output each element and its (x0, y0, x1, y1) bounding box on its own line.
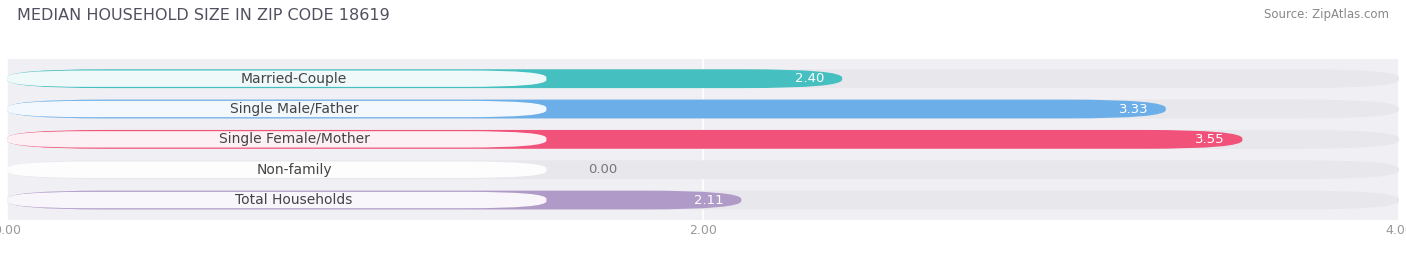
Text: Non-family: Non-family (256, 163, 332, 177)
Text: 3.55: 3.55 (1195, 133, 1225, 146)
FancyBboxPatch shape (7, 191, 1399, 210)
FancyBboxPatch shape (7, 162, 547, 178)
FancyBboxPatch shape (7, 101, 547, 117)
Text: MEDIAN HOUSEHOLD SIZE IN ZIP CODE 18619: MEDIAN HOUSEHOLD SIZE IN ZIP CODE 18619 (17, 8, 389, 23)
FancyBboxPatch shape (7, 100, 1166, 118)
Text: Married-Couple: Married-Couple (240, 72, 347, 86)
Text: Total Households: Total Households (235, 193, 353, 207)
FancyBboxPatch shape (7, 69, 1399, 88)
FancyBboxPatch shape (7, 160, 1399, 179)
FancyBboxPatch shape (7, 131, 547, 148)
Text: 2.40: 2.40 (796, 72, 825, 85)
Text: 3.33: 3.33 (1119, 103, 1149, 116)
Text: Single Male/Father: Single Male/Father (229, 102, 359, 116)
FancyBboxPatch shape (7, 69, 842, 88)
Text: Source: ZipAtlas.com: Source: ZipAtlas.com (1264, 8, 1389, 21)
FancyBboxPatch shape (7, 130, 1399, 149)
Text: 2.11: 2.11 (695, 193, 724, 207)
FancyBboxPatch shape (7, 70, 547, 87)
FancyBboxPatch shape (7, 191, 741, 210)
Text: 0.00: 0.00 (588, 163, 617, 176)
FancyBboxPatch shape (7, 100, 1399, 118)
FancyBboxPatch shape (7, 130, 1243, 149)
Text: Single Female/Mother: Single Female/Mother (219, 132, 370, 146)
FancyBboxPatch shape (7, 192, 547, 208)
